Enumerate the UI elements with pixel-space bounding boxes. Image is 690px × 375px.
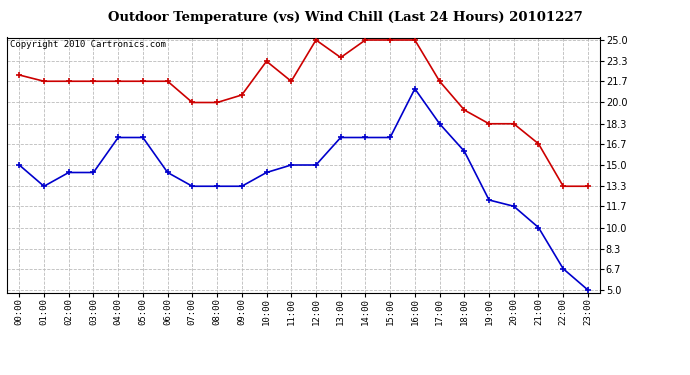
Text: Copyright 2010 Cartronics.com: Copyright 2010 Cartronics.com xyxy=(10,40,166,49)
Text: Outdoor Temperature (vs) Wind Chill (Last 24 Hours) 20101227: Outdoor Temperature (vs) Wind Chill (Las… xyxy=(108,11,582,24)
